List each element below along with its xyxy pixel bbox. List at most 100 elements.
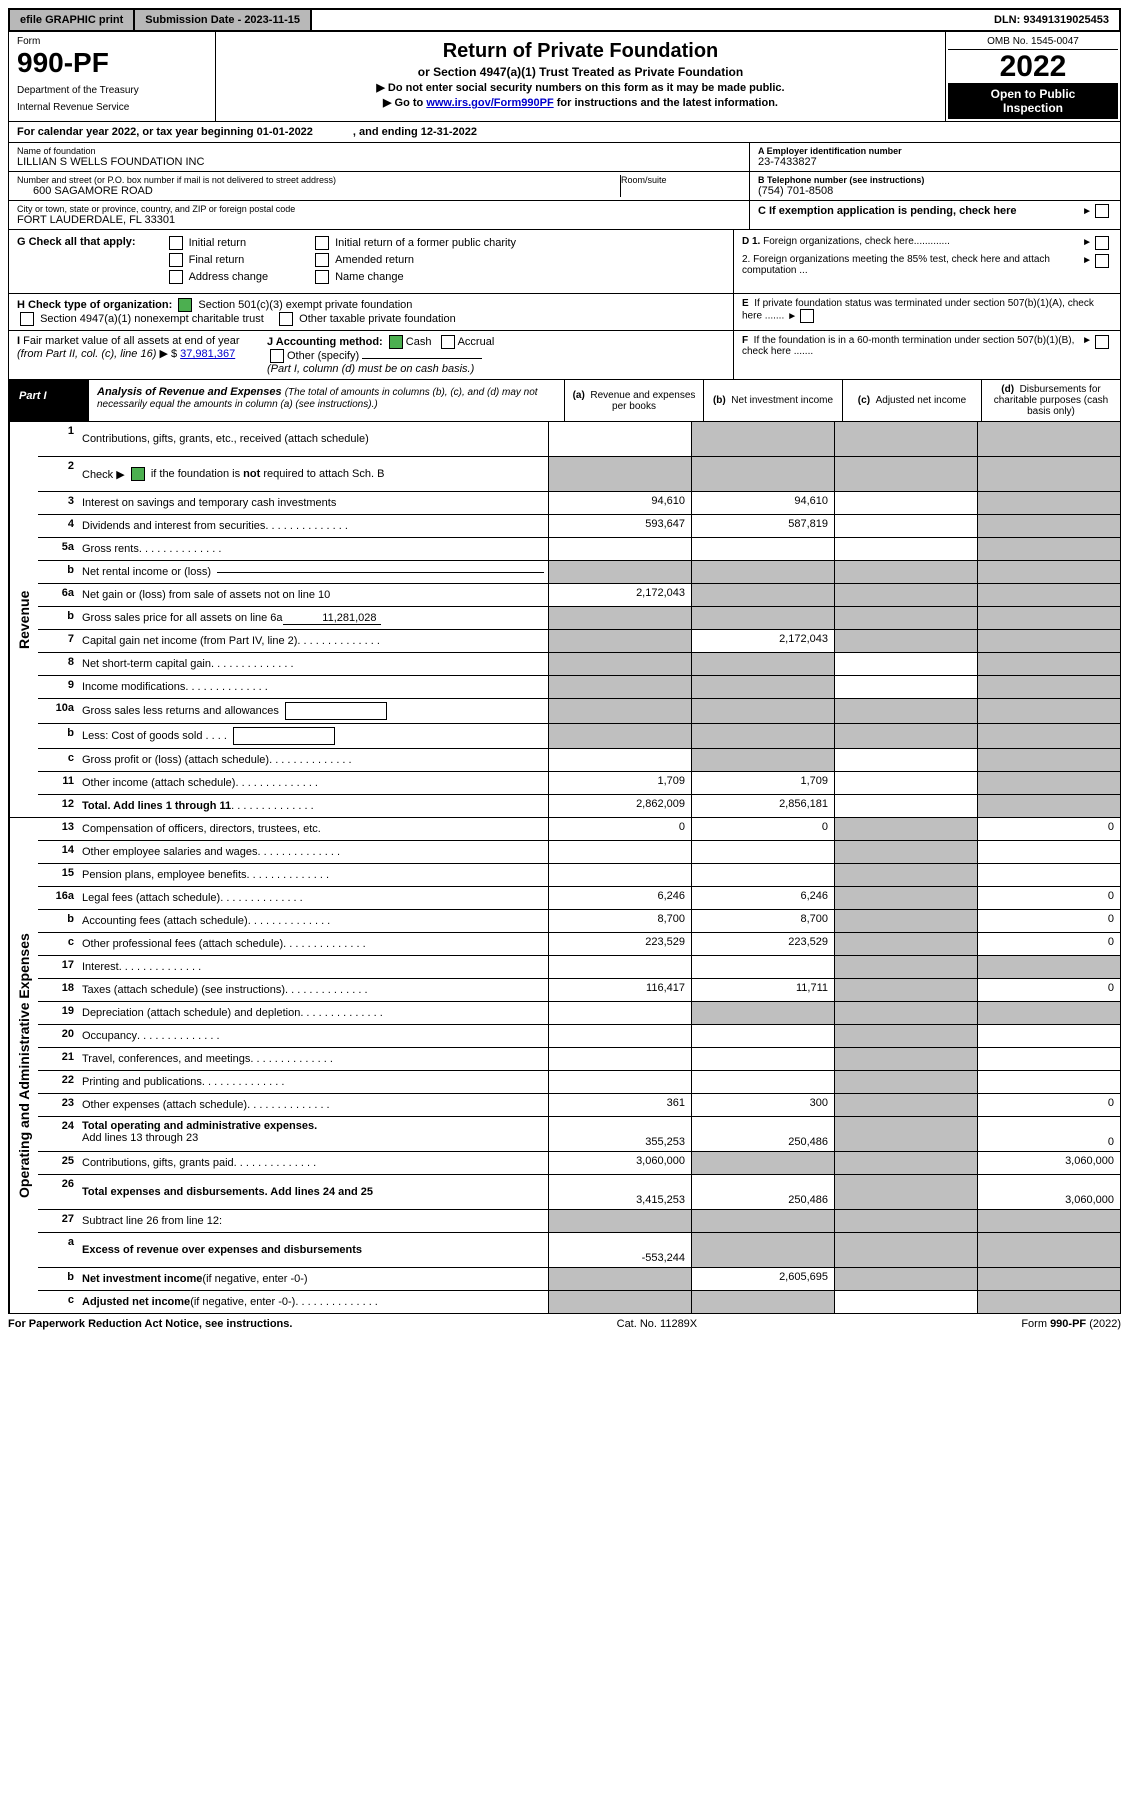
f-label: If the foundation is in a 60-month termi… <box>742 335 1074 357</box>
form-header: Form 990-PF Department of the Treasury I… <box>8 32 1121 122</box>
j-other-label: Other (specify) <box>287 350 359 362</box>
revenue-side-label: Revenue <box>9 422 38 817</box>
phone-value: (754) 701-8508 <box>758 185 1112 197</box>
line-3: Interest on savings and temporary cash i… <box>78 492 548 514</box>
initial-former-label: Initial return of a former public charit… <box>335 237 516 249</box>
ein-label: A Employer identification number <box>758 146 1112 156</box>
part1-title: Analysis of Revenue and Expenses <box>97 386 282 398</box>
form-label: Form <box>17 36 207 47</box>
f-checkbox[interactable] <box>1095 335 1109 349</box>
address-label: Number and street (or P.O. box number if… <box>17 175 620 185</box>
line-23: Other expenses (attach schedule) <box>78 1094 548 1116</box>
city-label: City or town, state or province, country… <box>17 204 741 214</box>
j-cash-checkbox[interactable] <box>389 335 403 349</box>
irs-link[interactable]: www.irs.gov/Form990PF <box>426 97 553 109</box>
section-g-d: G Check all that apply: Initial return F… <box>8 230 1121 294</box>
j-label: J Accounting method: <box>267 336 383 348</box>
line-5b: Net rental income or (loss) <box>78 561 548 583</box>
line2-checkbox[interactable] <box>131 467 145 481</box>
line-4: Dividends and interest from securities <box>78 515 548 537</box>
submission-date: Submission Date - 2023-11-15 <box>135 10 312 30</box>
efile-print-button[interactable]: efile GRAPHIC print <box>10 10 135 30</box>
c-checkbox[interactable] <box>1095 204 1109 218</box>
name-change-checkbox[interactable] <box>315 270 329 284</box>
line-17: Interest <box>78 956 548 978</box>
amended-checkbox[interactable] <box>315 253 329 267</box>
line-9: Income modifications <box>78 676 548 698</box>
dln: DLN: 93491319025453 <box>984 10 1119 30</box>
h-other-checkbox[interactable] <box>279 312 293 326</box>
col-c-header: (c) Adjusted net income <box>843 380 982 421</box>
line-1: Contributions, gifts, grants, etc., rece… <box>78 422 548 456</box>
opex-side-label: Operating and Administrative Expenses <box>9 818 38 1313</box>
calendar-year-line: For calendar year 2022, or tax year begi… <box>8 122 1121 143</box>
line-6a: Net gain or (loss) from sale of assets n… <box>78 584 548 606</box>
goto-note: ▶ Go to www.irs.gov/Form990PF for instru… <box>220 96 941 109</box>
line-27a: Excess of revenue over expenses and disb… <box>78 1233 548 1267</box>
j-accrual-checkbox[interactable] <box>441 335 455 349</box>
page-footer: For Paperwork Reduction Act Notice, see … <box>8 1314 1121 1334</box>
col-a-header: (a) Revenue and expenses per books <box>565 380 704 421</box>
top-bar: efile GRAPHIC print Submission Date - 20… <box>8 8 1121 32</box>
address-change-checkbox[interactable] <box>169 270 183 284</box>
j-cash-label: Cash <box>406 336 432 348</box>
irs-label: Internal Revenue Service <box>17 102 207 113</box>
i-prefix: ▶ $ <box>159 348 177 360</box>
line-15: Pension plans, employee benefits <box>78 864 548 886</box>
initial-former-checkbox[interactable] <box>315 236 329 250</box>
line-5a: Gross rents <box>78 538 548 560</box>
h-opt3: Other taxable private foundation <box>299 313 456 325</box>
line-25: Contributions, gifts, grants paid <box>78 1152 548 1174</box>
dept-treasury: Department of the Treasury <box>17 85 207 96</box>
e-checkbox[interactable] <box>800 309 814 323</box>
line-7: Capital gain net income (from Part IV, l… <box>78 630 548 652</box>
line-10a: Gross sales less returns and allowances <box>78 699 548 723</box>
form-ref: Form 990-PF (2022) <box>1021 1318 1121 1330</box>
d2-checkbox[interactable] <box>1095 254 1109 268</box>
final-return-checkbox[interactable] <box>169 253 183 267</box>
final-return-label: Final return <box>189 254 245 266</box>
amended-label: Amended return <box>335 254 414 266</box>
section-h-e: H Check type of organization: Section 50… <box>8 294 1121 331</box>
paperwork-notice: For Paperwork Reduction Act Notice, see … <box>8 1318 292 1330</box>
foundation-name: LILLIAN S WELLS FOUNDATION INC <box>17 156 741 168</box>
revenue-grid: Revenue 1Contributions, gifts, grants, e… <box>8 422 1121 818</box>
omb-number: OMB No. 1545-0047 <box>948 34 1118 50</box>
col-d-header: (d) Disbursements for charitable purpose… <box>982 380 1120 421</box>
tax-year: 2022 <box>948 50 1118 83</box>
h-4947-checkbox[interactable] <box>20 312 34 326</box>
entity-info: Name of foundation LILLIAN S WELLS FOUND… <box>8 143 1121 230</box>
line-8: Net short-term capital gain <box>78 653 548 675</box>
form-number: 990-PF <box>17 47 207 79</box>
j-accrual-label: Accrual <box>458 336 495 348</box>
j-other-checkbox[interactable] <box>270 349 284 363</box>
h-501c3-checkbox[interactable] <box>178 298 192 312</box>
line-18: Taxes (attach schedule) (see instruction… <box>78 979 548 1001</box>
part1-label: Part I <box>9 380 89 421</box>
line-13: Compensation of officers, directors, tru… <box>78 818 548 840</box>
initial-return-label: Initial return <box>189 237 246 249</box>
room-suite-label: Room/suite <box>621 175 741 185</box>
g-label: G Check all that apply: <box>17 236 136 287</box>
line-20: Occupancy <box>78 1025 548 1047</box>
line-16b: Accounting fees (attach schedule) <box>78 910 548 932</box>
line-26: Total expenses and disbursements. Add li… <box>78 1175 548 1209</box>
col-b-header: (b) Net investment income <box>704 380 843 421</box>
h-opt2: Section 4947(a)(1) nonexempt charitable … <box>40 313 264 325</box>
arrow-icon <box>1079 205 1092 217</box>
d1-checkbox[interactable] <box>1095 236 1109 250</box>
name-change-label: Name change <box>335 271 404 283</box>
line-6b: Gross sales price for all assets on line… <box>78 607 548 629</box>
form-title: Return of Private Foundation <box>220 40 941 63</box>
ssn-note: ▶ Do not enter social security numbers o… <box>220 81 941 94</box>
ein-value: 23-7433827 <box>758 156 1112 168</box>
j-note: (Part I, column (d) must be on cash basi… <box>267 363 474 375</box>
line-22: Printing and publications <box>78 1071 548 1093</box>
initial-return-checkbox[interactable] <box>169 236 183 250</box>
i-value: 37,981,367 <box>180 348 235 360</box>
part1-header: Part I Analysis of Revenue and Expenses … <box>8 380 1121 422</box>
section-ij-f: I Fair market value of all assets at end… <box>8 331 1121 380</box>
address-value: 600 SAGAMORE ROAD <box>17 185 620 197</box>
line-24: Total operating and administrative expen… <box>78 1117 548 1151</box>
line-14: Other employee salaries and wages <box>78 841 548 863</box>
